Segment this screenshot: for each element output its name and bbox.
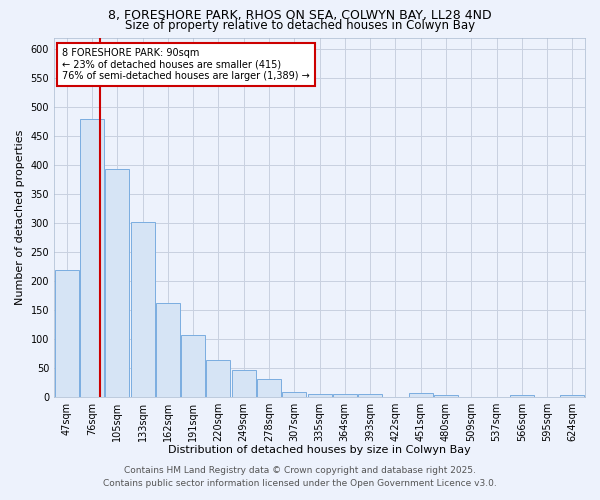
Bar xyxy=(510,395,534,396)
Bar xyxy=(156,303,180,396)
Bar xyxy=(105,169,129,396)
Bar xyxy=(181,335,205,396)
Text: Contains HM Land Registry data © Crown copyright and database right 2025.
Contai: Contains HM Land Registry data © Crown c… xyxy=(103,466,497,487)
Bar xyxy=(560,395,584,396)
Text: 8, FORESHORE PARK, RHOS ON SEA, COLWYN BAY, LL28 4ND: 8, FORESHORE PARK, RHOS ON SEA, COLWYN B… xyxy=(108,9,492,22)
Bar xyxy=(409,393,433,396)
Bar xyxy=(257,379,281,396)
Bar xyxy=(206,360,230,397)
Text: Size of property relative to detached houses in Colwyn Bay: Size of property relative to detached ho… xyxy=(125,18,475,32)
Bar xyxy=(358,394,382,396)
Bar xyxy=(55,270,79,396)
X-axis label: Distribution of detached houses by size in Colwyn Bay: Distribution of detached houses by size … xyxy=(168,445,471,455)
Text: 8 FORESHORE PARK: 90sqm
← 23% of detached houses are smaller (415)
76% of semi-d: 8 FORESHORE PARK: 90sqm ← 23% of detache… xyxy=(62,48,310,82)
Bar xyxy=(308,394,332,396)
Bar xyxy=(434,395,458,396)
Bar xyxy=(131,222,155,396)
Bar xyxy=(282,392,306,396)
Y-axis label: Number of detached properties: Number of detached properties xyxy=(15,130,25,304)
Bar xyxy=(232,370,256,396)
Bar xyxy=(333,394,357,396)
Bar xyxy=(80,118,104,396)
